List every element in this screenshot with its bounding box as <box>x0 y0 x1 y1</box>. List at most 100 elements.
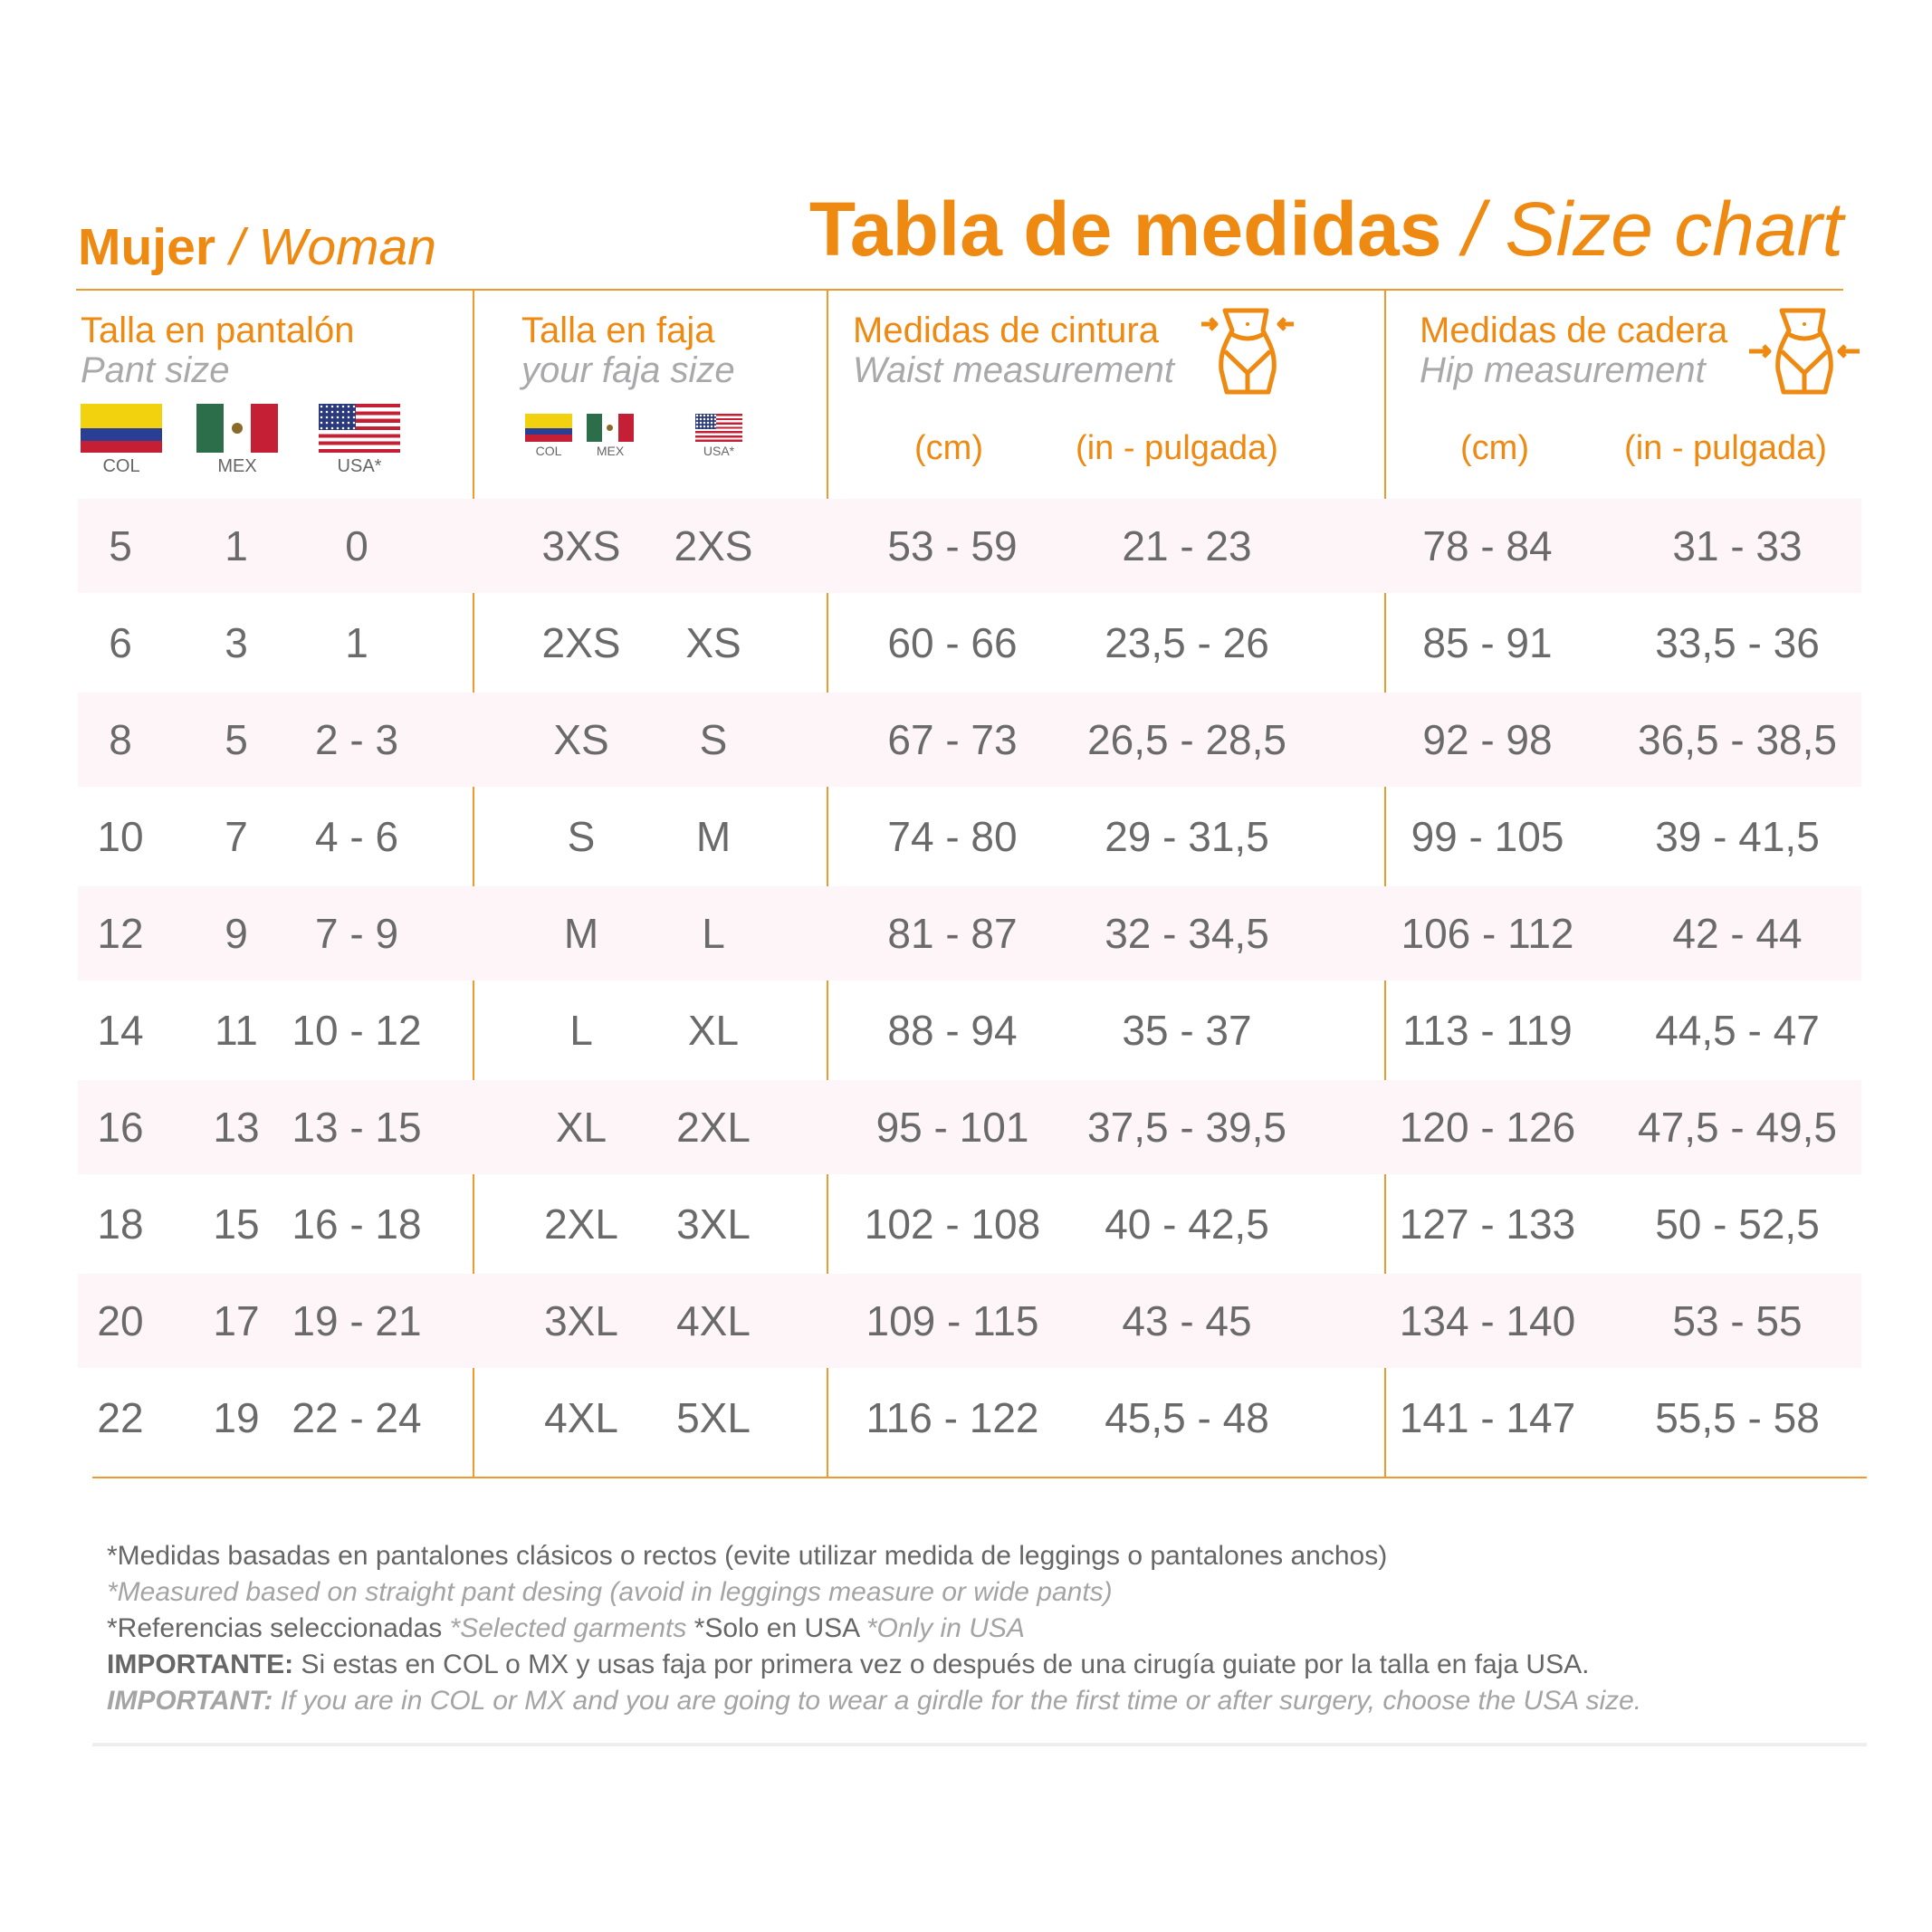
important-text: If you are in COL or MX and you are goin… <box>273 1686 1642 1716</box>
cell-hip-cm: 99 - 105 <box>1411 813 1564 860</box>
cell-hip-cm: 106 - 112 <box>1401 910 1574 957</box>
cell-usa-pant: 13 - 15 <box>292 1104 422 1151</box>
cell-mex-pant: 5 <box>225 716 248 763</box>
cell-usa-faja: XL <box>687 1007 740 1054</box>
cell-hip-in: 47,5 - 49,5 <box>1638 1104 1837 1151</box>
footnote-en: *Measured based on straight pant desing … <box>107 1577 1113 1607</box>
usa-only-es: *Solo en USA <box>693 1613 866 1643</box>
cell-usa-faja: XS <box>685 619 741 666</box>
cell-col-faja: 4XL <box>544 1394 618 1441</box>
waist-unit-cm: (cm) <box>914 429 983 467</box>
cell-waist-in: 26,5 - 28,5 <box>1087 716 1286 763</box>
cell-waist-in: 40 - 42,5 <box>1105 1200 1269 1248</box>
cell-usa-faja: 2XL <box>676 1104 751 1151</box>
title-es: Tabla de medidas <box>808 187 1442 272</box>
cell-waist-cm: 67 - 73 <box>887 716 1018 763</box>
cell-usa-pant: 4 - 6 <box>314 813 399 860</box>
footnote-references: *Referencias seleccionadas *Selected gar… <box>107 1613 1025 1644</box>
section-title: Mujer / Woman <box>78 217 436 277</box>
cell-waist-in: 37,5 - 39,5 <box>1087 1104 1286 1151</box>
cell-waist-cm: 116 - 122 <box>866 1394 1039 1441</box>
cell-hip-in: 55,5 - 58 <box>1655 1394 1820 1441</box>
table-row: 5 1 0 3XS 2XS 53 - 59 21 - 23 78 - 84 31 - 33 <box>78 499 1861 593</box>
waist-header: Medidas de cintura Waist measurement <box>853 311 1174 390</box>
cell-usa-pant: 7 - 9 <box>314 910 399 957</box>
cell-hip-cm: 134 - 140 <box>1399 1297 1576 1344</box>
cell-hip-cm: 120 - 126 <box>1399 1104 1576 1151</box>
flag-label: MEX <box>217 456 257 476</box>
cell-mex-pant: 9 <box>225 910 248 957</box>
hip-unit-in: (in - pulgada) <box>1624 429 1827 467</box>
header-en: Pant size <box>81 350 230 390</box>
cell-mex-pant: 1 <box>225 522 248 569</box>
important-en: IMPORTANT: If you are in COL or MX and y… <box>107 1686 1641 1717</box>
table-row: 18 15 16 - 18 2XL 3XL 102 - 108 40 - 42,5 127 -… <box>78 1177 1861 1271</box>
cell-hip-cm: 85 - 91 <box>1422 619 1553 666</box>
cell-usa-pant: 19 - 21 <box>292 1297 422 1344</box>
header-en: Hip measurement <box>1420 350 1706 390</box>
flag-label: MEX <box>596 444 625 458</box>
cell-usa-pant: 10 - 12 <box>292 1007 422 1054</box>
cell-hip-in: 50 - 52,5 <box>1655 1200 1820 1248</box>
header-en: Waist measurement <box>853 350 1174 390</box>
hip-header: Medidas de cadera Hip measurement <box>1420 311 1727 390</box>
cell-hip-in: 53 - 55 <box>1672 1297 1803 1344</box>
cell-waist-cm: 102 - 108 <box>864 1200 1041 1248</box>
table-row: 6 3 1 2XS XS 60 - 66 23,5 - 26 85 - 91 33,5 - 36 <box>78 596 1861 690</box>
important-label: IMPORTANTE: <box>107 1650 294 1679</box>
cell-usa-pant: 0 <box>345 522 368 569</box>
page-title: Tabla de medidas / Size chart <box>809 186 1843 273</box>
cell-col-faja: L <box>569 1007 593 1054</box>
cell-waist-in: 35 - 37 <box>1122 1007 1252 1054</box>
cell-waist-cm: 88 - 94 <box>887 1007 1018 1054</box>
colombia-flag-icon <box>525 414 572 442</box>
waist-unit-in: (in - pulgada) <box>1076 429 1278 467</box>
cell-col-pant: 6 <box>109 619 132 666</box>
title-en: / Size chart <box>1462 187 1843 272</box>
mexico-flag-icon <box>587 414 634 442</box>
header-en: your faja size <box>521 350 735 390</box>
header-es: Talla en pantalón <box>81 311 355 350</box>
cell-waist-in: 21 - 23 <box>1122 522 1252 569</box>
cell-hip-in: 33,5 - 36 <box>1655 619 1820 666</box>
footer-divider <box>92 1743 1867 1746</box>
table-row: 14 11 10 - 12 L XL 88 - 94 35 - 37 113 - 119 44,… <box>78 983 1861 1077</box>
flag-label: USA* <box>337 456 382 476</box>
cell-usa-faja: L <box>702 910 725 957</box>
faja-size-header: Talla en faja your faja size <box>521 311 735 390</box>
hip-body-icon <box>1749 308 1860 395</box>
cell-waist-in: 45,5 - 48 <box>1105 1394 1269 1441</box>
header-es: Medidas de cadera <box>1420 311 1728 350</box>
cell-hip-in: 44,5 - 47 <box>1655 1007 1820 1054</box>
title-mujer: Mujer <box>78 218 216 276</box>
table-bottom-divider <box>92 1477 1867 1478</box>
cell-waist-in: 32 - 34,5 <box>1105 910 1269 957</box>
ref-en: *Selected garments <box>449 1613 694 1643</box>
cell-usa-faja: M <box>695 813 732 860</box>
cell-waist-cm: 74 - 80 <box>887 813 1018 860</box>
cell-col-faja: S <box>567 813 596 860</box>
important-label: IMPORTANT: <box>107 1686 273 1716</box>
cell-mex-pant: 15 <box>213 1200 260 1248</box>
cell-waist-cm: 53 - 59 <box>887 522 1018 569</box>
cell-hip-cm: 92 - 98 <box>1422 716 1553 763</box>
cell-waist-in: 43 - 45 <box>1122 1297 1252 1344</box>
usa-only-en: *Only in USA <box>866 1613 1025 1643</box>
flag-label: COL <box>102 456 140 476</box>
cell-col-pant: 12 <box>97 910 144 957</box>
cell-col-pant: 8 <box>109 716 132 763</box>
colombia-flag-icon <box>81 404 162 453</box>
cell-waist-cm: 95 - 101 <box>875 1104 1029 1151</box>
flag-label: USA* <box>703 444 735 458</box>
cell-col-faja: 3XS <box>541 522 621 569</box>
cell-usa-faja: 2XS <box>674 522 753 569</box>
column-divider <box>1384 290 1386 1478</box>
cell-mex-pant: 7 <box>225 813 248 860</box>
pant-size-header: Talla en pantalón Pant size <box>81 311 354 390</box>
mexico-flag-icon <box>196 404 278 453</box>
ref-es: *Referencias seleccionadas <box>107 1613 450 1643</box>
cell-col-pant: 18 <box>97 1200 144 1248</box>
usa-flag-icon <box>695 414 742 442</box>
cell-mex-pant: 17 <box>213 1297 260 1344</box>
cell-hip-in: 42 - 44 <box>1672 910 1803 957</box>
